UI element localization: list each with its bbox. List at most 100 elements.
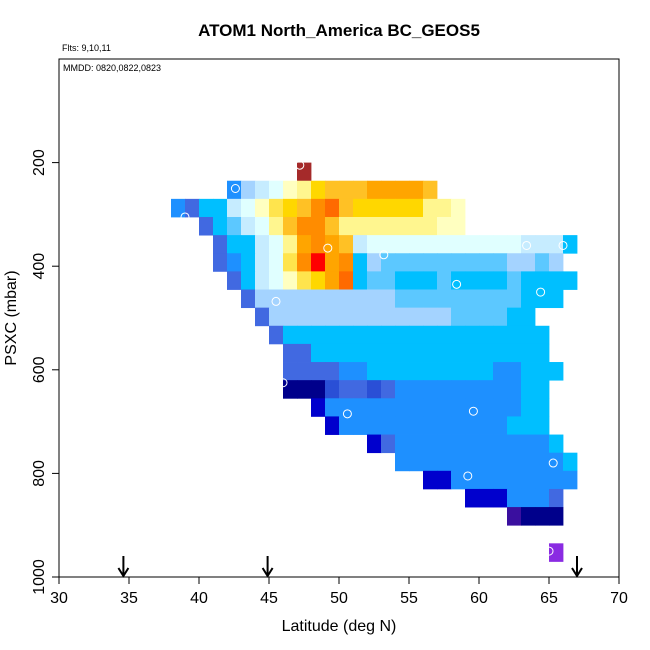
heatmap-cell bbox=[521, 343, 536, 363]
heatmap-cell bbox=[479, 307, 494, 327]
heatmap-cell bbox=[395, 271, 410, 290]
heatmap-cell bbox=[255, 235, 270, 254]
heatmap-cell bbox=[283, 198, 298, 218]
heatmap-cell bbox=[493, 271, 508, 290]
heatmap-cell bbox=[521, 271, 536, 290]
heatmap-cell bbox=[409, 235, 424, 254]
heatmap-cell bbox=[395, 325, 410, 345]
heatmap-cell bbox=[437, 470, 452, 490]
heatmap-cell bbox=[353, 216, 368, 236]
heatmap-cell bbox=[507, 416, 522, 435]
heatmap-cell bbox=[465, 452, 480, 472]
heatmap-cell bbox=[283, 380, 298, 399]
heatmap-cell bbox=[521, 253, 536, 272]
heatmap-cell bbox=[451, 235, 466, 254]
heatmap-cell bbox=[507, 507, 522, 526]
heatmap-cell bbox=[367, 362, 382, 381]
heatmap-cell bbox=[437, 398, 452, 417]
heatmap-cell bbox=[381, 180, 396, 200]
heatmap-cell bbox=[283, 343, 298, 363]
heatmap-cell bbox=[535, 398, 550, 417]
heatmap-cell bbox=[409, 180, 424, 200]
heatmap-cell bbox=[381, 362, 396, 381]
heatmap-cell bbox=[423, 235, 438, 254]
y-tick-label: 400 bbox=[31, 253, 48, 280]
heatmap-cell bbox=[479, 398, 494, 417]
heatmap-cell bbox=[493, 380, 508, 399]
heatmap-cell bbox=[255, 253, 270, 272]
heatmap-cell bbox=[381, 398, 396, 417]
heatmap-cell bbox=[423, 398, 438, 417]
heatmap-cell bbox=[549, 434, 564, 454]
observation-point bbox=[180, 212, 190, 222]
heatmap-cell bbox=[451, 470, 466, 490]
heatmap-cell bbox=[451, 343, 466, 363]
x-tick-label: 70 bbox=[610, 590, 628, 607]
heatmap-cell bbox=[493, 253, 508, 272]
heatmap-cell bbox=[535, 488, 550, 508]
heatmap-cell bbox=[479, 235, 494, 254]
heatmap-cell bbox=[395, 216, 410, 236]
heatmap-cell bbox=[339, 289, 354, 309]
dates-note: MMDD: 0820,0822,0823 bbox=[63, 63, 161, 73]
heatmap-cell bbox=[465, 235, 480, 254]
heatmap-cell bbox=[367, 216, 382, 236]
heatmap-cell bbox=[437, 325, 452, 345]
heatmap-cell bbox=[549, 235, 564, 254]
heatmap-cell bbox=[479, 434, 494, 454]
heatmap-cell bbox=[381, 307, 396, 327]
heatmap-cell bbox=[381, 380, 396, 399]
heatmap-cell bbox=[423, 362, 438, 381]
y-tick-label: 1000 bbox=[31, 559, 48, 595]
heatmap-cell bbox=[437, 452, 452, 472]
heatmap-cell bbox=[437, 307, 452, 327]
heatmap-cell bbox=[367, 180, 382, 200]
heatmap-cell bbox=[283, 362, 298, 381]
heatmap-cell bbox=[297, 271, 312, 290]
heatmap-cell bbox=[423, 198, 438, 218]
heatmap-cell bbox=[339, 235, 354, 254]
heatmap-cell bbox=[507, 452, 522, 472]
heatmap-cell bbox=[493, 398, 508, 417]
heatmap-cell bbox=[507, 470, 522, 490]
observation-points bbox=[180, 160, 568, 556]
heatmap-cell bbox=[437, 253, 452, 272]
heatmap-cell bbox=[213, 198, 228, 218]
heatmap-cell bbox=[521, 452, 536, 472]
heatmap-cell bbox=[549, 289, 564, 309]
observation-point bbox=[544, 546, 554, 556]
heatmap-cell bbox=[451, 216, 466, 236]
heatmap-cell bbox=[185, 198, 200, 218]
heatmap-cell bbox=[395, 289, 410, 309]
heatmap-cell bbox=[311, 398, 326, 417]
heatmap-cell bbox=[325, 380, 340, 399]
heatmap-cell bbox=[297, 362, 312, 381]
heatmap-cell bbox=[563, 470, 578, 490]
heatmap-cell bbox=[325, 398, 340, 417]
heatmap-cell bbox=[269, 271, 284, 290]
heatmap-cell bbox=[353, 289, 368, 309]
heatmap-cell bbox=[367, 307, 382, 327]
heatmap-cell bbox=[409, 198, 424, 218]
heatmap-cell bbox=[521, 488, 536, 508]
x-tick-label: 35 bbox=[120, 590, 138, 607]
observation-point bbox=[468, 406, 478, 416]
heatmap-cell bbox=[535, 416, 550, 435]
heatmap-cell bbox=[269, 307, 284, 327]
heatmap-cell bbox=[409, 216, 424, 236]
heatmap-cell bbox=[325, 307, 340, 327]
heatmap-cell bbox=[283, 307, 298, 327]
heatmap-cell bbox=[493, 488, 508, 508]
down-arrow-icon bbox=[117, 556, 130, 578]
heatmap-cell bbox=[493, 343, 508, 363]
heatmap-cell bbox=[269, 325, 284, 345]
heatmap-cell bbox=[507, 362, 522, 381]
heatmap-cell bbox=[409, 307, 424, 327]
heatmap-cell bbox=[339, 343, 354, 363]
heatmap-cell bbox=[283, 271, 298, 290]
heatmap-cell bbox=[437, 289, 452, 309]
heatmap-cell bbox=[353, 398, 368, 417]
heatmap-cell bbox=[325, 235, 340, 254]
heatmap-cell bbox=[423, 271, 438, 290]
heatmap-cell bbox=[395, 198, 410, 218]
